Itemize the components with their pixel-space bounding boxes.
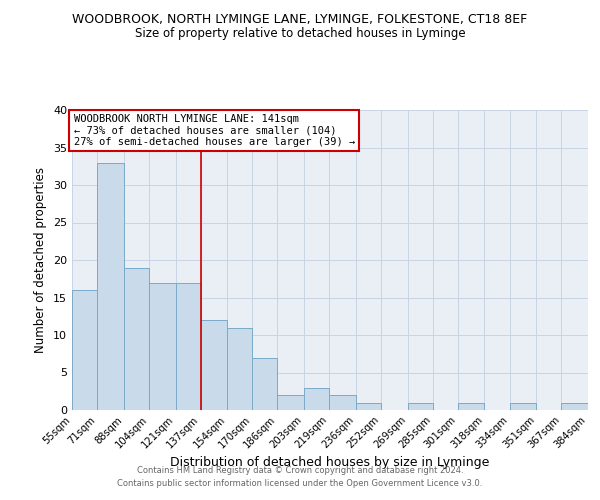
Bar [356,402,381,410]
Bar [124,268,149,410]
Text: Contains HM Land Registry data © Crown copyright and database right 2024.
Contai: Contains HM Land Registry data © Crown c… [118,466,482,487]
Bar [253,358,277,410]
Y-axis label: Number of detached properties: Number of detached properties [34,167,47,353]
Bar [227,328,253,410]
Text: WOODBROOK, NORTH LYMINGE LANE, LYMINGE, FOLKESTONE, CT18 8EF: WOODBROOK, NORTH LYMINGE LANE, LYMINGE, … [73,12,527,26]
Bar [329,395,356,410]
Bar [149,282,176,410]
Bar [562,402,588,410]
Bar [509,402,536,410]
Bar [277,395,304,410]
Bar [407,402,433,410]
Text: WOODBROOK NORTH LYMINGE LANE: 141sqm
← 73% of detached houses are smaller (104)
: WOODBROOK NORTH LYMINGE LANE: 141sqm ← 7… [74,114,355,147]
Bar [200,320,227,410]
Bar [97,162,124,410]
Bar [304,388,329,410]
Bar [72,290,97,410]
X-axis label: Distribution of detached houses by size in Lyminge: Distribution of detached houses by size … [170,456,490,469]
Text: Size of property relative to detached houses in Lyminge: Size of property relative to detached ho… [134,28,466,40]
Bar [176,282,200,410]
Bar [458,402,484,410]
